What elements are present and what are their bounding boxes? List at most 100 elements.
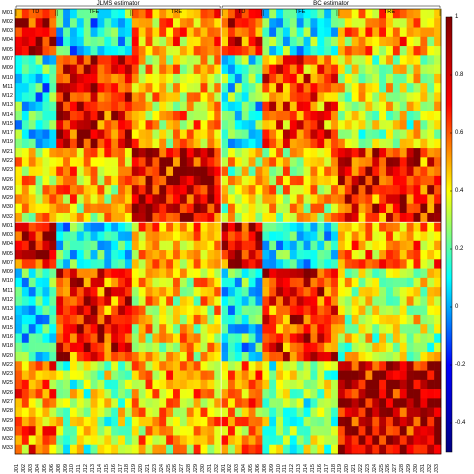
heatmap-cell: [145, 398, 153, 408]
heatmap-cell: [262, 175, 270, 186]
heatmap-cell: [28, 175, 36, 186]
heatmap-cell: [49, 250, 57, 260]
heatmap-cell: [276, 212, 284, 223]
heatmap-cell: [372, 287, 380, 297]
row-label: M12: [2, 297, 13, 304]
heatmap-cell: [90, 324, 98, 334]
heatmap-cell: [379, 101, 387, 112]
heatmap-cell: [28, 287, 36, 297]
heatmap-cell: [28, 342, 36, 353]
heatmap-cell: [399, 212, 407, 223]
heatmap-cell: [90, 379, 98, 390]
heatmap-cell: [193, 18, 201, 28]
heatmap-cell: [207, 175, 215, 186]
heatmap-cell: [207, 240, 215, 251]
heatmap-cell: [372, 175, 380, 186]
heatmap-cell: [269, 101, 277, 112]
heatmap-cell: [186, 222, 194, 232]
heatmap-cell: [296, 250, 304, 260]
heatmap-cell: [358, 36, 366, 47]
heatmap-cell: [76, 370, 85, 381]
heatmap-cell: [83, 435, 91, 446]
heatmap-cell: [365, 361, 373, 371]
heatmap-cell: [296, 240, 304, 251]
heatmap-cell: [207, 361, 215, 371]
heatmap-cell: [166, 222, 174, 232]
heatmap-cell: [186, 240, 194, 251]
heatmap-cell: [69, 222, 78, 232]
heatmap-cell: [331, 379, 339, 390]
heatmap-cell: [111, 185, 119, 195]
heatmap-cell: [104, 324, 112, 334]
heatmap-cell: [386, 27, 394, 38]
heatmap-cell: [15, 83, 23, 93]
heatmap-cell: [35, 157, 43, 167]
heatmap-cell: [420, 324, 428, 334]
heatmap-cell: [337, 240, 346, 251]
heatmap-cell: [228, 194, 236, 204]
heatmap-cell: [159, 268, 167, 279]
heatmap-cell: [63, 324, 71, 334]
heatmap-cell: [413, 407, 421, 418]
heatmap-cell: [56, 175, 64, 186]
heatmap-cell: [379, 361, 387, 371]
heatmap-cell: [255, 203, 263, 214]
heatmap-cell: [406, 203, 414, 214]
heatmap-cell: [241, 379, 249, 390]
column-label: J09: [268, 463, 275, 473]
heatmap-cell: [269, 333, 277, 344]
heatmap-cell: [406, 361, 414, 371]
heatmap-cell: [358, 444, 366, 455]
heatmap-cell: [207, 314, 215, 325]
heatmap-cell: [131, 212, 139, 223]
heatmap-cell: [276, 342, 284, 353]
heatmap-cell: [282, 55, 291, 65]
heatmap-cell: [276, 324, 284, 334]
heatmap-cell: [124, 120, 133, 130]
heatmap-cell: [21, 120, 30, 130]
heatmap-cell: [337, 64, 346, 75]
heatmap-cell: [317, 138, 325, 149]
heatmap-cell: [317, 129, 325, 140]
heatmap-cell: [21, 305, 30, 316]
heatmap-cell: [186, 92, 194, 103]
heatmap-cell: [372, 83, 380, 93]
heatmap-cell: [49, 444, 57, 455]
heatmap-cell: [186, 27, 194, 38]
heatmap-cell: [365, 333, 373, 344]
heatmap-cell: [214, 194, 222, 204]
heatmap-cell: [15, 407, 23, 418]
heatmap-cell: [21, 92, 30, 103]
heatmap-cell: [42, 389, 50, 399]
heatmap-cell: [214, 212, 222, 223]
heatmap-cell: [104, 36, 112, 47]
heatmap-cell: [276, 259, 284, 269]
heatmap-cell: [49, 342, 57, 353]
heatmap-cell: [21, 240, 30, 251]
heatmap-cell: [420, 444, 428, 455]
heatmap-cell: [118, 231, 126, 242]
heatmap-cell: [97, 324, 105, 334]
heatmap-cell: [289, 46, 298, 56]
heatmap-cell: [21, 342, 30, 353]
heatmap-cell: [255, 185, 263, 195]
heatmap-cell: [234, 305, 243, 316]
heatmap-cell: [269, 27, 277, 38]
heatmap-cell: [35, 379, 43, 390]
heatmap-cell: [200, 231, 208, 242]
heatmap-cell: [310, 185, 318, 195]
heatmap-cell: [379, 250, 387, 260]
heatmap-cell: [324, 389, 332, 399]
heatmap-cell: [344, 398, 352, 408]
heatmap-cell: [282, 203, 291, 214]
heatmap-cell: [152, 389, 160, 399]
heatmap-cell: [413, 250, 421, 260]
heatmap-cell: [269, 296, 277, 306]
heatmap-cell: [262, 231, 270, 242]
heatmap-cell: [63, 379, 71, 390]
heatmap-cell: [159, 444, 167, 455]
heatmap-cell: [56, 407, 64, 418]
heatmap-cell: [166, 64, 174, 75]
heatmap-cell: [124, 250, 133, 260]
heatmap-cell: [379, 435, 387, 446]
